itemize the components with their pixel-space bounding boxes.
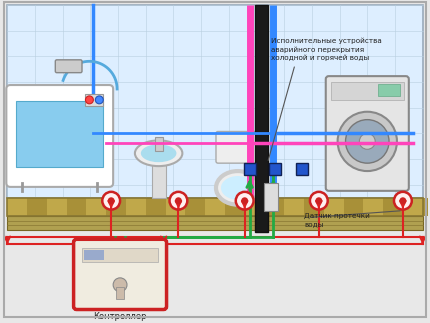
Circle shape (359, 133, 375, 149)
Bar (86, 94, 103, 106)
Circle shape (346, 120, 389, 163)
Bar (324, 198, 344, 215)
Bar (423, 198, 430, 215)
Circle shape (175, 197, 182, 204)
Circle shape (315, 197, 322, 204)
Text: Контроллер: Контроллер (93, 312, 147, 321)
Circle shape (113, 278, 127, 292)
FancyBboxPatch shape (55, 60, 82, 73)
Bar (383, 198, 403, 215)
Bar (244, 163, 255, 175)
Bar (284, 198, 304, 215)
Bar (331, 82, 404, 100)
Ellipse shape (141, 144, 176, 162)
Bar (378, 84, 400, 96)
FancyBboxPatch shape (74, 239, 166, 309)
Bar (7, 198, 423, 215)
Bar (7, 198, 27, 215)
Circle shape (399, 197, 406, 204)
Circle shape (241, 197, 248, 204)
Text: Исполнительные устройства
аварийного перекрытия
холодной и горячей воды: Исполнительные устройства аварийного пер… (271, 37, 382, 61)
Bar (296, 163, 308, 175)
FancyBboxPatch shape (326, 76, 409, 191)
Bar (152, 158, 166, 198)
Bar (166, 198, 185, 215)
Bar (155, 138, 163, 151)
Bar (245, 198, 264, 215)
Circle shape (394, 192, 412, 210)
Ellipse shape (216, 171, 259, 205)
FancyBboxPatch shape (216, 131, 259, 163)
Bar (205, 198, 225, 215)
Circle shape (95, 96, 103, 104)
Bar (7, 5, 423, 198)
Bar (269, 163, 281, 175)
Bar (116, 287, 124, 299)
Bar (225, 198, 245, 215)
Bar (264, 198, 284, 215)
Circle shape (102, 192, 120, 210)
Bar (86, 198, 106, 215)
Circle shape (236, 192, 254, 210)
Bar (126, 198, 146, 215)
Bar (344, 198, 363, 215)
Bar (7, 215, 423, 230)
Bar (67, 198, 86, 215)
Circle shape (338, 112, 397, 171)
FancyBboxPatch shape (6, 85, 113, 187)
Bar (83, 248, 158, 262)
Circle shape (108, 197, 115, 204)
Text: Датчик протечки
воды: Датчик протечки воды (304, 213, 370, 227)
Ellipse shape (135, 141, 182, 166)
Bar (106, 198, 126, 215)
Circle shape (310, 192, 328, 210)
Ellipse shape (221, 176, 255, 200)
Bar (255, 5, 268, 232)
Bar (185, 198, 205, 215)
Bar (84, 250, 104, 260)
Circle shape (169, 192, 187, 210)
Bar (403, 198, 423, 215)
Bar (146, 198, 166, 215)
Bar (16, 101, 103, 167)
Bar (363, 198, 383, 215)
Bar (47, 198, 67, 215)
Bar (27, 198, 47, 215)
Circle shape (86, 96, 93, 104)
Bar (264, 183, 278, 211)
Bar (304, 198, 324, 215)
